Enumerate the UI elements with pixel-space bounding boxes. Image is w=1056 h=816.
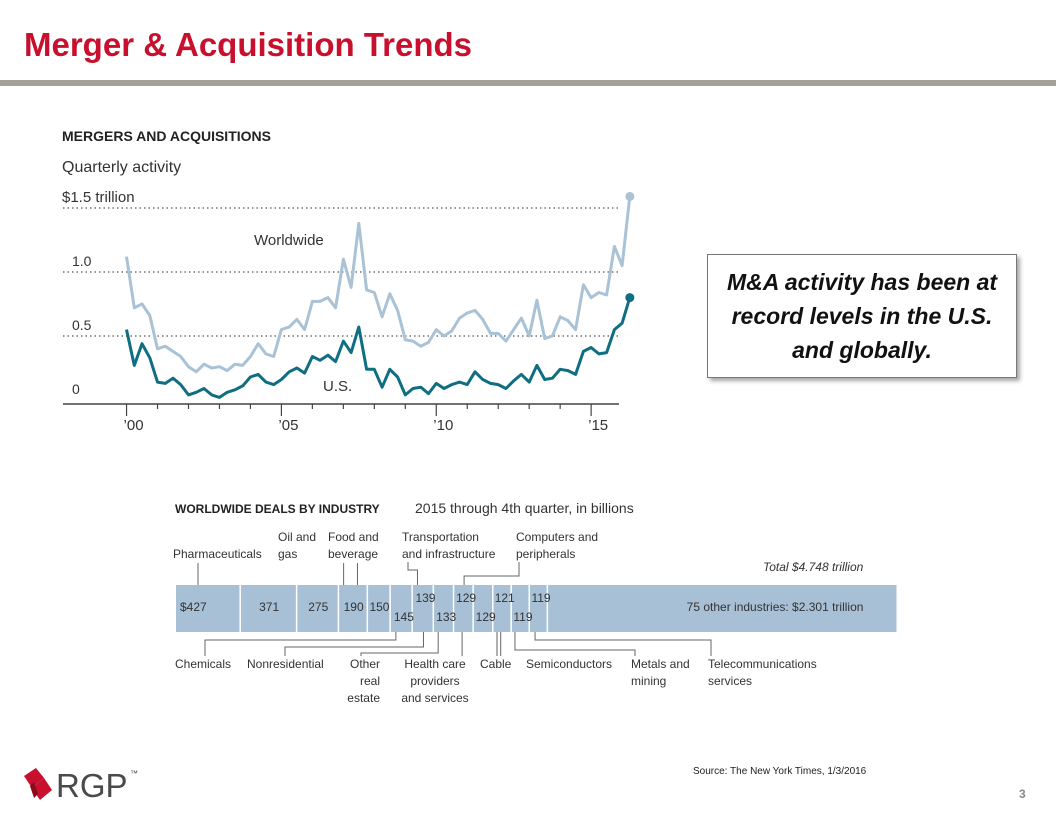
industry-segment (473, 585, 493, 632)
us-series-line (125, 297, 632, 399)
y-tick-label: 1.0 (72, 253, 92, 269)
leader-line (407, 562, 418, 585)
worldwide-endpoint (625, 191, 635, 201)
leader-line (204, 632, 397, 656)
label-metals-mining: Metals and mining (631, 657, 690, 688)
label-cable: Cable (480, 657, 512, 671)
bar-chart-title: WORLDWIDE DEALS BY INDUSTRY (175, 502, 380, 516)
leader-line (514, 632, 636, 656)
series-label-us: U.S. (323, 378, 352, 395)
y-tick-label: $1.5 trillion (62, 189, 135, 206)
rgp-logo: RGP ™ (24, 767, 138, 804)
leader-line (463, 562, 520, 585)
label-chemicals: Chemicals (175, 657, 231, 671)
label-semiconductors: Semiconductors (526, 657, 612, 671)
industry-segment (176, 585, 240, 632)
x-tick-label: ’00 (124, 417, 144, 434)
segment-value-label: 133 (436, 610, 456, 624)
segment-value-label: 275 (308, 600, 328, 614)
rgp-logo-mark (24, 768, 52, 800)
bar-chart-total: Total $4.748 trillion (763, 560, 864, 574)
industry-segment (454, 585, 473, 632)
x-tick-label: ’05 (278, 417, 298, 434)
label-nonresidential: Nonresidential (247, 657, 324, 671)
worldwide-series-line (125, 196, 632, 374)
title-divider (0, 80, 1056, 86)
industry-segment (548, 585, 897, 632)
industry-segment (412, 585, 433, 632)
label-health-care: Health care providers and services (401, 657, 468, 705)
source-note: Source: The New York Times, 1/3/2016 (693, 766, 867, 777)
segment-value-label: 190 (344, 600, 364, 614)
series-label-worldwide: Worldwide (254, 232, 324, 249)
callout-box: M&A activity has been at record levels i… (707, 254, 1017, 378)
mergers-line-chart: MERGERS AND ACQUISITIONS Quarterly activ… (62, 128, 635, 434)
page-number: 3 (1019, 787, 1026, 801)
industry-segment (368, 585, 390, 632)
rgp-logo-text: RGP (56, 767, 128, 804)
segment-value-label: 129 (476, 610, 496, 624)
industry-segment (434, 585, 453, 632)
slide-title: Merger & Acquisition Trends (24, 26, 473, 63)
segment-value-label: 119 (531, 591, 550, 605)
segment-value-label: 121 (495, 591, 515, 605)
industry-segment (240, 585, 296, 632)
rgp-logo-tm: ™ (130, 769, 138, 778)
label-transportation: Transportation and infrastructure (402, 530, 496, 561)
line-chart-subtitle: Quarterly activity (62, 159, 181, 176)
leader-line (360, 632, 439, 656)
segment-value-label: 129 (456, 591, 476, 605)
segment-value-label: 75 other industries: $2.301 trillion (687, 600, 864, 614)
label-food-beverage: Food and beverage (328, 530, 379, 561)
industry-segment (511, 585, 529, 632)
bar-chart-subtitle: 2015 through 4th quarter, in billions (415, 500, 634, 516)
x-tick-label: ’10 (433, 417, 453, 434)
y-tick-label: 0 (72, 381, 80, 397)
leader-line (534, 632, 712, 656)
industry-segment (390, 585, 412, 632)
industry-segment (530, 585, 547, 632)
industry-segment (339, 585, 367, 632)
label-pharmaceuticals: Pharmaceuticals (173, 547, 262, 561)
industry-deals-chart: WORLDWIDE DEALS BY INDUSTRY 2015 through… (173, 500, 897, 705)
segment-value-label: 150 (369, 600, 389, 614)
segment-value-label: 145 (394, 610, 414, 624)
segment-value-label: 119 (513, 610, 532, 624)
leader-line (284, 632, 424, 656)
industry-segment (297, 585, 338, 632)
segment-value-label: 139 (415, 591, 435, 605)
y-tick-label: 0.5 (72, 317, 92, 333)
industry-segment (493, 585, 511, 632)
us-endpoint (625, 293, 635, 303)
label-computers: Computers and peripherals (516, 530, 598, 561)
line-chart-title: MERGERS AND ACQUISITIONS (62, 128, 271, 144)
segment-value-label: 371 (259, 600, 279, 614)
label-oil-gas: Oil and gas (278, 530, 316, 561)
segment-value-label: $427 (180, 600, 207, 614)
label-other-real-estate: Other real estate (347, 657, 380, 705)
x-tick-label: ’15 (588, 417, 608, 434)
label-telecom: Telecommunications services (708, 657, 817, 688)
